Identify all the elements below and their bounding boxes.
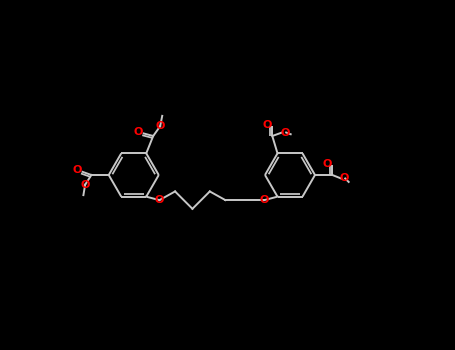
Text: O: O bbox=[134, 127, 143, 137]
Text: O: O bbox=[155, 195, 164, 205]
Text: O: O bbox=[73, 166, 82, 175]
Text: O: O bbox=[339, 174, 349, 183]
Text: O: O bbox=[280, 127, 289, 138]
Text: O: O bbox=[260, 195, 269, 205]
Text: O: O bbox=[81, 180, 90, 190]
Text: O: O bbox=[322, 159, 332, 169]
Text: O: O bbox=[262, 120, 272, 130]
Text: O: O bbox=[156, 121, 165, 131]
